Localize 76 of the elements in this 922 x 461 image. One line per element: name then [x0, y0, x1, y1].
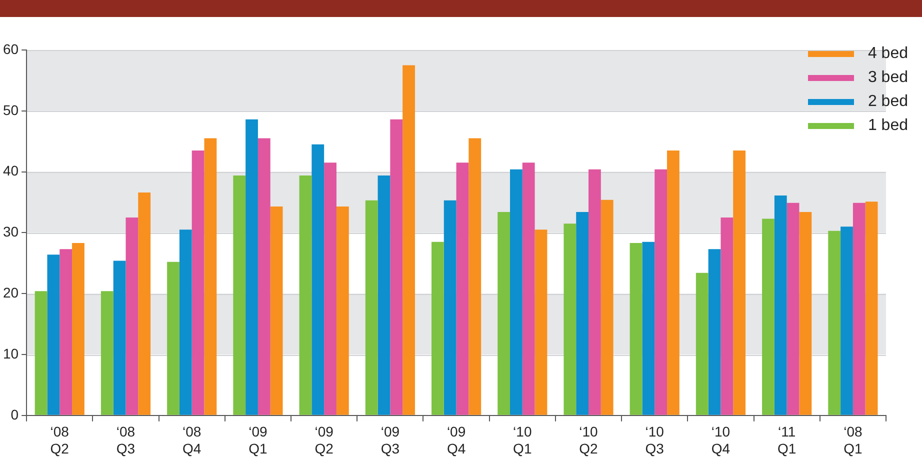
x-tick-label: ‘08 Q4: [182, 424, 202, 456]
bar: [865, 202, 878, 415]
bar: [126, 217, 138, 415]
y-tick-label: 50: [2, 102, 19, 118]
bar: [402, 65, 415, 415]
legend-label: 2 bed: [868, 93, 908, 111]
x-tick-label: ‘09 Q2: [314, 424, 334, 456]
y-tick-label: 20: [2, 284, 19, 300]
bar: [390, 119, 403, 415]
x-tick-label: ‘10 Q1: [513, 424, 532, 456]
y-tick-label: 60: [2, 40, 19, 57]
bar: [192, 150, 204, 415]
legend-label: 1 bed: [868, 117, 908, 135]
bar: [498, 212, 510, 415]
bar: [100, 291, 114, 415]
bar: [828, 230, 841, 415]
bar: [444, 200, 456, 415]
bar: [312, 144, 324, 415]
y-tick-label: 0: [10, 406, 19, 422]
y-tick-label: 30: [2, 224, 19, 240]
x-tick-label: ‘08 Q3: [116, 424, 136, 456]
bar: [786, 202, 800, 415]
legend-label: 4 bed: [868, 45, 908, 63]
x-tick-label: ‘11 Q1: [777, 424, 796, 456]
bar: [60, 249, 72, 415]
x-tick-label: ‘10 Q3: [645, 424, 664, 456]
bar: [431, 242, 444, 415]
bar: [167, 262, 180, 415]
bar: [522, 162, 535, 415]
bar: [72, 243, 84, 415]
bar: [324, 162, 336, 415]
bar: [840, 226, 853, 415]
x-tick-label: ‘09 Q1: [248, 424, 268, 456]
bar: [799, 212, 812, 415]
bar: [510, 169, 522, 415]
bar: [774, 196, 787, 415]
bar: [630, 243, 642, 415]
bar: [113, 260, 126, 415]
bar: [378, 175, 390, 415]
bar: [564, 224, 576, 415]
bar: [708, 249, 721, 415]
x-tick-label: ‘08 Q1: [844, 424, 862, 456]
x-tick-label: ‘10 Q4: [711, 424, 730, 456]
bar: [47, 254, 60, 415]
bar: [667, 150, 680, 415]
bar: [696, 272, 708, 415]
bar: [299, 175, 312, 415]
bar: [642, 242, 655, 415]
x-tick-label: ‘09 Q4: [446, 424, 466, 456]
bar: [456, 162, 469, 415]
bar: [733, 150, 746, 415]
bar: [720, 217, 734, 415]
bar: [233, 175, 246, 415]
bar: [270, 206, 283, 415]
bar: [204, 138, 217, 415]
x-tick-label: ‘08 Q2: [50, 424, 70, 456]
bar: [258, 138, 270, 415]
bar: [336, 206, 349, 415]
bar: [365, 200, 378, 415]
y-tick-label: 40: [2, 162, 19, 179]
bar: [576, 212, 589, 415]
x-tick-label: ‘10 Q2: [579, 424, 598, 456]
bar: [852, 202, 866, 415]
bar: [246, 119, 258, 415]
bar: [600, 200, 614, 415]
bar: [468, 138, 482, 415]
x-tick-label: ‘09 Q3: [380, 424, 400, 456]
bar: [534, 230, 548, 415]
bar: [179, 230, 192, 415]
bar: [138, 192, 151, 415]
bar: [762, 218, 774, 415]
legend-label: 3 bed: [868, 69, 908, 87]
bar: [654, 169, 668, 415]
y-tick-label: 10: [2, 345, 19, 362]
bar: [588, 169, 601, 415]
bar: [34, 291, 48, 415]
